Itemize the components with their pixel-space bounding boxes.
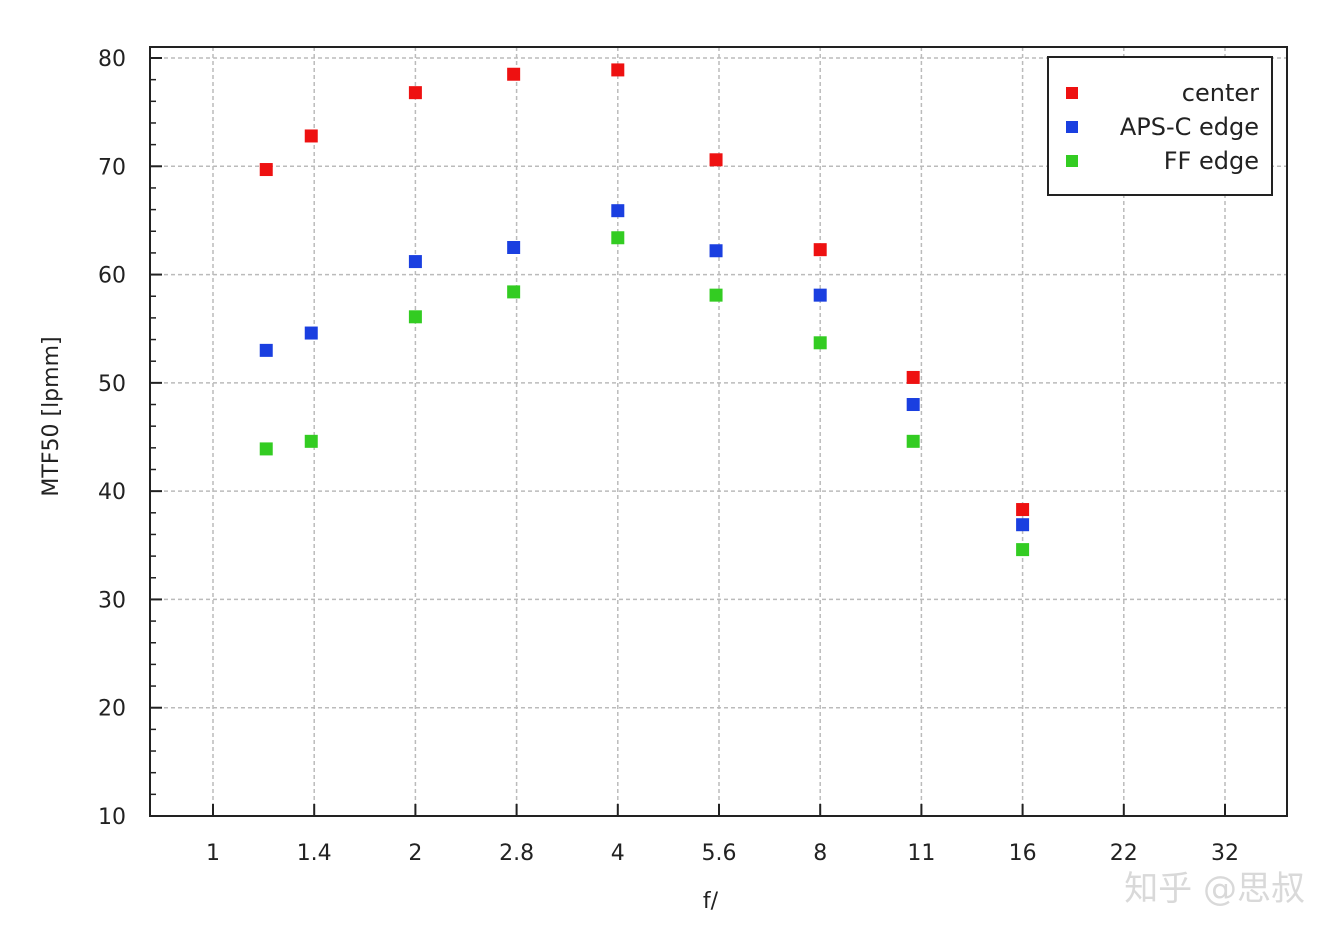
y-axis-title: MTF50 [lpmm] (39, 336, 64, 496)
x-tick-label: 11 (907, 841, 935, 866)
data-point-aps-c-edge (1016, 518, 1030, 532)
data-point-aps-c-edge (304, 326, 318, 340)
data-point-aps-c-edge (611, 204, 625, 218)
data-point-ff-edge (611, 231, 625, 245)
y-tick-label: 40 (98, 480, 126, 505)
legend-label: center (1182, 79, 1259, 107)
x-tick-label: 2.8 (499, 841, 534, 866)
x-tick-label: 32 (1211, 841, 1239, 866)
legend-marker (1066, 87, 1078, 99)
data-point-center (1016, 503, 1030, 517)
legend: center APS-C edge FF edge (1047, 56, 1273, 196)
data-point-aps-c-edge (507, 241, 521, 254)
legend-label: APS-C edge (1120, 113, 1259, 141)
data-point-ff-edge (813, 336, 827, 350)
y-tick-label: 20 (98, 697, 126, 722)
data-point-aps-c-edge (709, 244, 723, 258)
data-point-aps-c-edge (813, 288, 827, 302)
x-tick-label: 2 (408, 841, 422, 866)
x-tick-label: 16 (1009, 841, 1037, 866)
legend-marker (1066, 155, 1078, 167)
x-tick-label: 5.6 (702, 841, 737, 866)
data-point-ff-edge (906, 434, 920, 448)
x-tick-label: 8 (813, 841, 827, 866)
data-point-center (709, 153, 723, 167)
y-axis-ticks: 10 20 30 40 50 60 70 80 (98, 47, 162, 830)
data-point-ff-edge (304, 434, 318, 448)
data-point-center (408, 86, 422, 100)
data-point-ff-edge (507, 285, 521, 299)
data-point-center (813, 243, 827, 257)
data-point-center (259, 163, 273, 177)
y-tick-label: 70 (98, 155, 126, 180)
x-tick-label: 1.4 (297, 841, 332, 866)
x-tick-label: 4 (611, 841, 625, 866)
y-tick-label: 80 (98, 47, 126, 72)
data-point-center (611, 63, 625, 77)
data-point-center (304, 129, 318, 143)
data-points (259, 63, 1030, 557)
x-axis-title: f/ (703, 889, 719, 914)
data-point-ff-edge (408, 310, 422, 324)
data-point-center (906, 370, 920, 384)
data-point-aps-c-edge (906, 398, 920, 412)
data-point-ff-edge (709, 288, 723, 302)
y-tick-label: 30 (98, 588, 126, 613)
y-tick-label: 60 (98, 264, 126, 289)
y-tick-label: 10 (98, 805, 126, 830)
data-point-aps-c-edge (408, 255, 422, 269)
data-point-aps-c-edge (259, 343, 273, 357)
legend-label: FF edge (1164, 147, 1259, 175)
legend-box (1047, 56, 1273, 196)
x-axis-ticks: 1 1.4 2 2.8 4 5.6 8 11 16 22 32 (206, 804, 1239, 866)
x-tick-label: 22 (1110, 841, 1138, 866)
legend-marker (1066, 121, 1078, 133)
data-point-center (507, 67, 521, 81)
data-point-ff-edge (259, 442, 273, 456)
y-tick-label: 50 (98, 372, 126, 397)
data-point-ff-edge (1016, 543, 1030, 557)
x-tick-label: 1 (206, 841, 220, 866)
watermark-text: 知乎 @思叔 (1124, 869, 1305, 909)
